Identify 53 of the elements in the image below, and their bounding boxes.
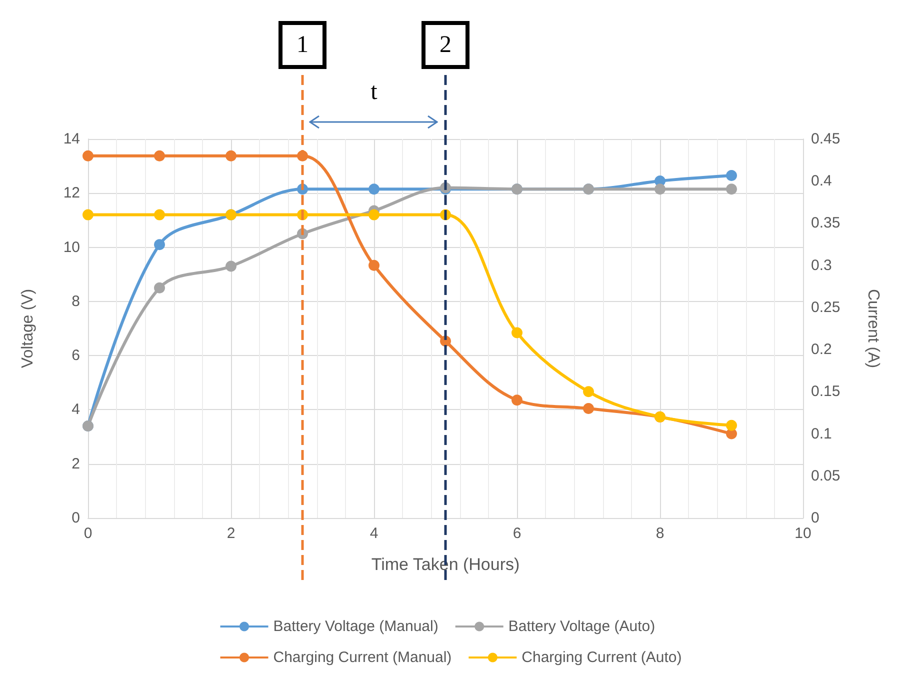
point	[226, 260, 236, 272]
y-tick-label: 10	[63, 238, 80, 256]
legend-label: Charging Current (Manual)	[273, 649, 452, 666]
y2-tick-label: 0.35	[811, 214, 840, 232]
point	[583, 386, 594, 398]
x-tick-label: 0	[84, 525, 92, 542]
text: t	[370, 79, 378, 105]
legend-label: Battery Voltage (Auto)	[508, 618, 656, 635]
point	[583, 403, 594, 414]
point	[512, 327, 522, 338]
y2-axis-title: Current (A)	[864, 288, 882, 368]
legend-label: Charging Current (Auto)	[522, 649, 682, 666]
y-tick-label: 0	[72, 510, 80, 526]
y2-tick-label: 0.05	[811, 467, 840, 484]
y-tick-label: 8	[72, 292, 80, 310]
y-tick-label: 6	[72, 347, 80, 364]
point	[154, 282, 165, 294]
x-tick-label: 4	[370, 525, 378, 542]
point	[226, 150, 236, 162]
point	[82, 209, 94, 220]
x-tick-label: 2	[226, 525, 236, 542]
y2-tick-label: 0.3	[811, 256, 832, 274]
x-tick-label: 8	[656, 525, 664, 542]
y2-tick-label: 0.1	[811, 425, 832, 442]
point	[726, 420, 737, 431]
y-axis-title: Voltage (V)	[20, 288, 36, 368]
point	[154, 150, 165, 162]
point	[726, 184, 737, 195]
text: 2	[440, 32, 452, 58]
y2-tick-label: 0.2	[811, 341, 832, 358]
point	[368, 184, 380, 195]
y-tick-label: 14	[63, 130, 80, 148]
x-tick-label: 10	[794, 525, 812, 542]
point	[154, 239, 165, 250]
y-tick-label: 12	[63, 184, 80, 202]
point	[368, 209, 380, 220]
point	[154, 209, 165, 220]
y2-tick-label: 0.45	[811, 130, 840, 148]
x-axis-title: Time Taken (Hours)	[371, 555, 520, 574]
point	[368, 260, 380, 271]
y2-tick-label: 0.15	[811, 383, 840, 400]
y2-tick-label: 0.25	[811, 298, 840, 316]
text: 1	[296, 32, 308, 58]
legend-label: Battery Voltage (Manual)	[273, 618, 438, 635]
point	[654, 184, 666, 195]
y-tick-label: 4	[72, 401, 80, 418]
point	[726, 170, 737, 182]
point	[82, 150, 94, 162]
y-tick-label: 2	[72, 455, 80, 472]
y2-tick-label: 0	[811, 510, 820, 526]
y2-tick-label: 0.4	[811, 172, 832, 190]
x-tick-label: 6	[512, 525, 522, 542]
point	[512, 394, 522, 406]
